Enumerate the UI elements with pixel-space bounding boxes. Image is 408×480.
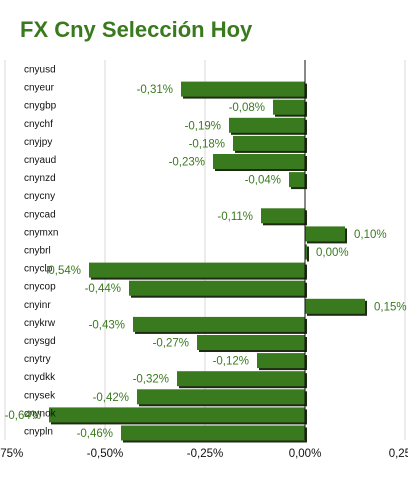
bar-cnycad: [261, 208, 305, 224]
category-label: cnyeur: [24, 83, 55, 94]
category-label: cnyclp: [24, 264, 53, 275]
value-labels: -0,31% -0,08% -0,19% -0,18% -0,23% -0,04% -0,1…: [5, 84, 407, 440]
value-label: -0,19%: [185, 120, 221, 132]
category-label: cnypln: [24, 427, 53, 438]
bar-cnycop: [129, 280, 305, 296]
value-label: -0,42%: [93, 392, 129, 404]
bar-cnychf: [229, 117, 305, 133]
value-label: -0,18%: [189, 138, 225, 150]
bar-cnyaud: [213, 154, 305, 169]
bar-cnysgd: [197, 335, 305, 350]
value-label: -0,23%: [169, 157, 205, 169]
category-label: cnychf: [24, 119, 53, 130]
bar-cnymxn: [305, 226, 345, 242]
bar-cnypln: [121, 425, 305, 441]
category-label: cnymxn: [24, 227, 58, 238]
category-label: cnycop: [24, 282, 56, 293]
category-label: cnygbp: [24, 101, 57, 112]
category-label: cnysek: [24, 390, 56, 401]
value-label: -0,64%: [5, 410, 41, 422]
x-tick-label: -0,75%: [0, 448, 23, 460]
bar-cnyinr: [305, 298, 365, 314]
x-tick-label: -0,50%: [87, 448, 123, 460]
category-label: cnybrl: [24, 246, 51, 257]
category-label: cnyjpy: [24, 137, 52, 148]
value-label: -0,08%: [229, 102, 265, 114]
value-label: -0,43%: [89, 319, 125, 331]
category-label: cnyusd: [24, 65, 56, 76]
category-label: cnysgd: [24, 336, 56, 347]
category-label: cnyinr: [24, 300, 51, 311]
bars: [49, 81, 367, 443]
value-label: -0,32%: [133, 374, 169, 386]
bar-cnytry: [257, 353, 305, 369]
bar-cnyeur: [181, 81, 305, 97]
bar-cnynok: [49, 407, 305, 423]
bar-cnysek: [137, 389, 305, 405]
value-label: -0,54%: [45, 265, 81, 277]
x-tick-label: 0,25%: [389, 448, 408, 460]
bar-cnykrw: [133, 316, 305, 332]
value-label: -0,04%: [245, 175, 281, 187]
x-tick-label: -0,25%: [187, 448, 223, 460]
bar-cnybrl: [305, 244, 307, 260]
category-label: cnynzd: [24, 173, 56, 184]
value-label: -0,27%: [153, 338, 189, 350]
chart-title: FX Cny Selección Hoy: [20, 17, 253, 42]
x-tick-label: 0,00%: [289, 448, 322, 460]
value-label: -0,12%: [213, 356, 249, 368]
value-label: -0,46%: [77, 428, 113, 440]
value-label: -0,11%: [217, 211, 253, 223]
value-label: 0,00%: [316, 247, 349, 259]
bar-cnyjpy: [233, 135, 305, 151]
bar-cnydkk: [177, 371, 305, 387]
category-label: cnycny: [24, 191, 55, 202]
x-tick-labels: -0,75% -0,50% -0,25% 0,00% 0,25%: [0, 448, 408, 460]
bar-cnynzd: [289, 172, 305, 188]
category-label: cnycad: [24, 209, 56, 220]
category-label: cnydkk: [24, 372, 56, 383]
value-label: -0,44%: [85, 283, 121, 295]
bar-cnygbp: [273, 99, 305, 115]
value-label: -0,31%: [137, 84, 173, 96]
category-label: cnytry: [24, 354, 51, 365]
bar-shadow: [307, 246, 309, 262]
bar-cnyclp: [89, 262, 305, 278]
value-label: 0,10%: [354, 229, 387, 241]
value-label: 0,15%: [374, 301, 407, 313]
category-label: cnynok: [24, 408, 57, 419]
category-label: cnyaud: [24, 155, 56, 166]
category-label: cnykrw: [24, 318, 56, 329]
category-labels: cnyusd cnyeur cnygbp cnychf cnyjpy cnyaud cnyn…: [24, 65, 58, 438]
